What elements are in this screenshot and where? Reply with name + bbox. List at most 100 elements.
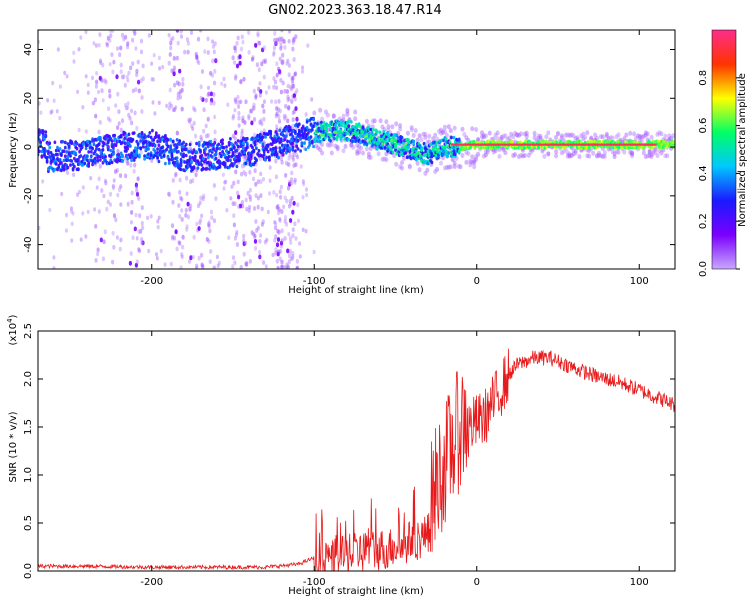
spectrogram-cell bbox=[150, 61, 154, 66]
spectrogram-cell bbox=[665, 153, 670, 159]
spectrogram-cell bbox=[233, 75, 238, 81]
spectrogram-cell bbox=[310, 97, 314, 102]
spectrogram-cell bbox=[65, 212, 68, 218]
spectrogram-cell bbox=[441, 129, 445, 135]
spectrogram-cell bbox=[444, 137, 448, 141]
spectrogram-cell bbox=[127, 141, 131, 146]
spectrogram-cell bbox=[573, 148, 578, 154]
spectrogram-cell bbox=[286, 83, 290, 89]
spectrogram-cell bbox=[86, 154, 89, 158]
spectrogram-cell bbox=[133, 226, 137, 232]
spectrogram-cell bbox=[157, 159, 161, 164]
spectrogram-cell bbox=[247, 115, 251, 121]
spectrogram-cell bbox=[258, 254, 262, 260]
spectrogram-cell bbox=[280, 264, 284, 269]
spectrogram-cell bbox=[178, 89, 183, 95]
spectrogram-cell bbox=[52, 98, 56, 104]
spectrogram-cell bbox=[66, 170, 69, 175]
spectrogram-cell bbox=[407, 145, 410, 150]
spectrogram-cell bbox=[126, 77, 130, 83]
spectrogram-cell bbox=[390, 124, 395, 130]
spectrogram-cell bbox=[237, 104, 241, 109]
spectrogram-cell bbox=[279, 89, 283, 95]
spectrogram-cell bbox=[472, 160, 477, 166]
spectrogram-cell bbox=[204, 146, 208, 151]
spectrogram-cell bbox=[176, 91, 180, 97]
spectrogram-cell bbox=[175, 145, 179, 149]
spectrogram-cell bbox=[63, 140, 67, 145]
spectrogram-cell bbox=[199, 137, 204, 143]
spectrogram-cell bbox=[125, 134, 128, 138]
spectrogram-cell bbox=[460, 153, 465, 158]
spectrogram-cell bbox=[174, 105, 178, 110]
spectrogram-cell bbox=[171, 35, 175, 41]
spectrogram-cell bbox=[130, 158, 134, 163]
spectrogram-cell bbox=[421, 146, 425, 150]
spectrogram-cell bbox=[278, 128, 282, 133]
spectrogram-cell bbox=[170, 68, 174, 74]
spectrogram-cell bbox=[98, 58, 103, 64]
spectrogram-cell bbox=[207, 220, 211, 226]
spectrogram-cell bbox=[171, 199, 175, 205]
spectrogram-cell bbox=[69, 163, 72, 167]
spectrogram-cell bbox=[89, 150, 93, 154]
spectrogram-cell bbox=[86, 90, 90, 95]
spectrogram-cell bbox=[402, 155, 406, 161]
snr-panel: -200 -100 0 100 0.00.51.01.52.02.5 Height o… bbox=[6, 314, 676, 597]
spectrogram-cell bbox=[400, 160, 404, 166]
spectrogram-cell bbox=[481, 133, 486, 138]
spectrogram-cell bbox=[448, 128, 453, 134]
spectrogram-cell bbox=[171, 157, 175, 161]
spectrogram-cell bbox=[81, 211, 85, 216]
spectrogram-cell bbox=[609, 145, 613, 149]
colorbar-gradient bbox=[711, 29, 737, 270]
spectrogram-cell bbox=[104, 155, 107, 159]
spectrogram-x-tick-label: -100 bbox=[303, 276, 326, 287]
spectrogram-cell bbox=[117, 109, 121, 114]
spectrogram-cell bbox=[409, 125, 414, 131]
spectrogram-cell bbox=[192, 106, 196, 111]
spectrogram-cell bbox=[170, 154, 174, 159]
spectrogram-cell bbox=[140, 109, 144, 114]
spectrogram-cell bbox=[292, 38, 296, 43]
spectrogram-cell bbox=[247, 50, 251, 55]
spectrogram-cell bbox=[100, 78, 104, 84]
spectrogram-cell bbox=[172, 65, 177, 71]
spectrogram-cell bbox=[369, 127, 373, 132]
spectrogram-cell bbox=[275, 41, 279, 46]
spectrogram-cell bbox=[178, 139, 182, 143]
spectrogram-cell bbox=[179, 195, 183, 201]
spectrogram-cell bbox=[280, 259, 284, 265]
spectrogram-cell bbox=[318, 139, 322, 144]
spectrogram-cell bbox=[247, 113, 251, 119]
spectrogram-cell bbox=[205, 237, 209, 242]
spectrogram-cell bbox=[175, 130, 179, 136]
spectrogram-cell bbox=[653, 143, 657, 146]
spectrogram-cell bbox=[162, 153, 166, 158]
spectrogram-cell bbox=[245, 260, 249, 265]
spectrogram-cell bbox=[277, 207, 281, 213]
spectrogram-cell bbox=[72, 50, 76, 55]
spectrogram-cell bbox=[155, 252, 158, 257]
spectrogram-x-tick-label: 100 bbox=[630, 276, 649, 287]
spectrogram-cell bbox=[217, 142, 221, 147]
spectrogram-cell bbox=[41, 132, 45, 136]
spectrogram-cell bbox=[281, 59, 285, 64]
spectrogram-cell bbox=[134, 46, 138, 51]
spectrogram-cell bbox=[622, 136, 627, 142]
spectrogram-cell bbox=[100, 88, 104, 94]
spectrogram-cell bbox=[312, 144, 315, 149]
spectrogram-cell bbox=[94, 84, 98, 89]
spectrogram-cell bbox=[276, 249, 280, 255]
spectrogram-cell bbox=[394, 121, 399, 127]
spectrogram-cell bbox=[538, 136, 543, 141]
spectrogram-cell bbox=[291, 76, 295, 82]
spectrogram-cell bbox=[255, 62, 259, 68]
spectrogram-cell bbox=[291, 117, 295, 122]
spectrogram-cell bbox=[340, 123, 344, 128]
spectrogram-cell bbox=[421, 131, 426, 137]
spectrogram-cell bbox=[394, 148, 397, 152]
spectrogram-cell bbox=[346, 131, 349, 135]
spectrogram-cell bbox=[55, 109, 59, 114]
spectrogram-cell bbox=[268, 165, 272, 170]
